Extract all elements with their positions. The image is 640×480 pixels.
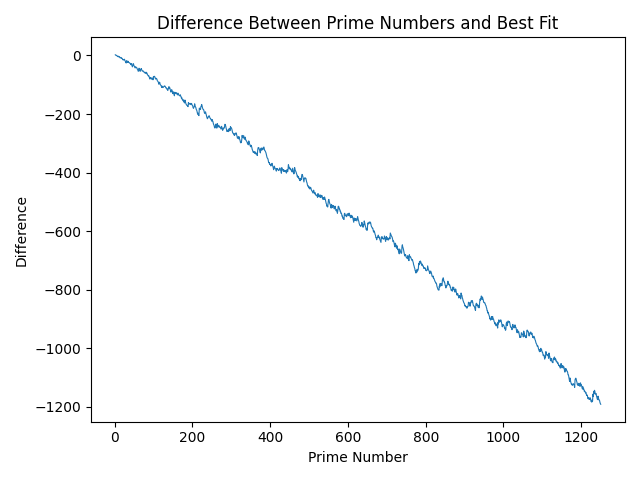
- Title: Difference Between Prime Numbers and Best Fit: Difference Between Prime Numbers and Bes…: [157, 15, 559, 33]
- Y-axis label: Difference: Difference: [15, 193, 29, 265]
- X-axis label: Prime Number: Prime Number: [308, 451, 408, 465]
